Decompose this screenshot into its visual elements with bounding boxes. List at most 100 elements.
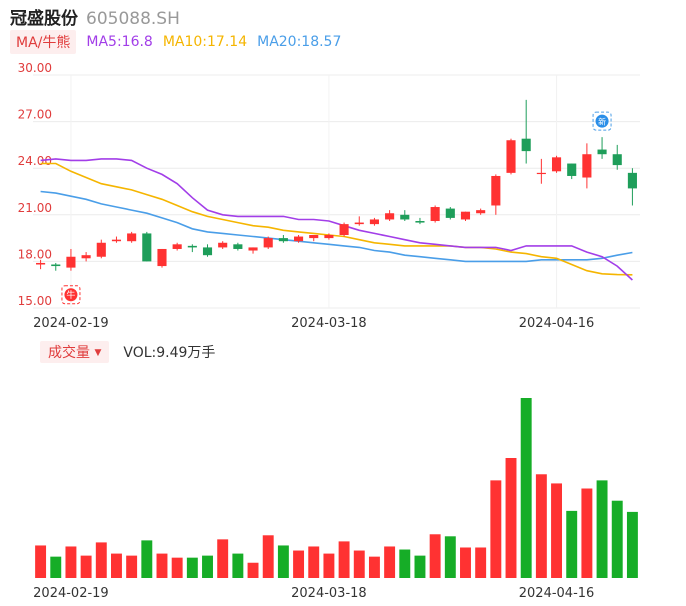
volume-bar <box>171 557 183 578</box>
candle <box>430 205 440 223</box>
volume-bar <box>202 555 213 578</box>
candle-body <box>233 244 243 249</box>
volume-bar <box>626 511 638 578</box>
candle <box>202 244 213 257</box>
bull-badge-dot <box>64 288 78 302</box>
stock-header: 冠盛股份 605088.SH <box>10 4 180 29</box>
candle-body <box>218 242 228 248</box>
candle <box>157 248 167 268</box>
volume-x-tick-label: 2024-02-19 <box>33 586 109 601</box>
candle <box>111 236 122 243</box>
volume-bar <box>535 474 547 578</box>
bull-badge-icon: 牛 <box>61 285 81 305</box>
stock-code: 605088.SH <box>86 9 180 29</box>
candle <box>263 236 273 249</box>
candle-body <box>248 247 258 251</box>
y-tick-label: 18.00 <box>18 247 52 261</box>
volume-x-tick-label: 2024-04-16 <box>519 586 595 601</box>
candle-body <box>263 238 273 248</box>
ma-legend: MA/牛熊 MA5:16.8 MA10:17.14 MA20:18.57 <box>10 30 341 54</box>
x-tick-label: 2024-04-16 <box>519 316 595 331</box>
bull-badge-label: 牛 <box>66 289 75 301</box>
candle-body <box>324 234 334 239</box>
volume-bar <box>520 398 532 578</box>
candle-body <box>66 256 76 268</box>
candle <box>567 163 577 180</box>
candle <box>521 99 531 164</box>
volume-bar <box>80 555 92 578</box>
ma20-legend: MA20:18.57 <box>257 34 342 50</box>
candle <box>551 155 562 173</box>
new-badge-label: 新 <box>598 117 606 127</box>
candle <box>278 234 288 243</box>
y-tick-label: 21.00 <box>18 201 52 215</box>
candle <box>400 210 410 222</box>
volume-bar <box>126 555 138 578</box>
volume-bar <box>50 556 62 578</box>
ma5-legend: MA5:16.8 <box>86 34 153 50</box>
candle-body <box>111 239 122 242</box>
candle-body <box>157 248 167 267</box>
candle-body <box>294 236 304 242</box>
candle-body <box>96 242 106 257</box>
volume-bar <box>490 480 502 578</box>
dropdown-caret-icon: ▼ <box>94 348 102 358</box>
ma5-line <box>40 158 633 281</box>
candle <box>172 242 182 251</box>
volume-bar <box>460 547 471 578</box>
new-badge-icon: 新 <box>592 111 612 131</box>
volume-bar <box>186 557 198 578</box>
candle-body <box>385 213 395 220</box>
new-badge-dot <box>595 114 609 128</box>
volume-bar <box>232 553 244 578</box>
candle <box>218 241 228 249</box>
candle <box>81 252 91 262</box>
volume-bar <box>596 480 608 578</box>
candle-body <box>445 208 455 218</box>
candle <box>66 248 76 271</box>
candle <box>415 217 425 225</box>
volume-bar <box>293 550 305 578</box>
volume-bar <box>35 545 47 578</box>
y-tick-label: 27.00 <box>18 108 52 122</box>
candle-body <box>491 175 501 206</box>
candle-body <box>582 154 592 178</box>
candle-body <box>81 255 91 259</box>
candle-body <box>536 172 546 175</box>
volume-bar <box>308 546 320 578</box>
new-badge-frame <box>592 111 612 131</box>
indicator-selector[interactable]: 成交量 ▼ <box>40 341 110 363</box>
candle-body <box>172 244 182 249</box>
x-tick-label: 2024-02-19 <box>33 316 109 331</box>
candle-body <box>339 224 349 235</box>
candle-body <box>430 207 440 222</box>
candle-body <box>551 157 562 172</box>
volume-legend: 成交量 ▼ VOL:9.49万手 <box>40 341 215 363</box>
candle-body <box>400 214 410 220</box>
candle-body <box>476 210 486 214</box>
candle-body <box>309 234 319 239</box>
volume-bar <box>217 539 229 578</box>
candle-body <box>36 262 46 265</box>
volume-bar <box>338 541 350 578</box>
candle-body <box>460 211 471 220</box>
volume-bar <box>505 458 517 578</box>
candle <box>51 262 61 271</box>
volume-bar <box>110 553 122 578</box>
volume-bar <box>95 542 107 578</box>
candle-body <box>127 233 137 242</box>
candle <box>339 222 349 237</box>
y-tick-label: 30.00 <box>18 61 52 75</box>
candle <box>445 207 455 220</box>
candle-body <box>142 233 152 262</box>
volume-bar <box>156 553 168 578</box>
candle-body <box>567 163 577 176</box>
volume-bar <box>611 500 623 578</box>
volume-bar <box>414 555 426 578</box>
stock-name: 冠盛股份 <box>10 9 78 29</box>
volume-bar <box>65 546 77 578</box>
y-tick-label: 24.00 <box>18 154 52 168</box>
ma-type-selector[interactable]: MA/牛熊 <box>10 30 77 54</box>
indicator-label: 成交量 <box>48 345 90 361</box>
